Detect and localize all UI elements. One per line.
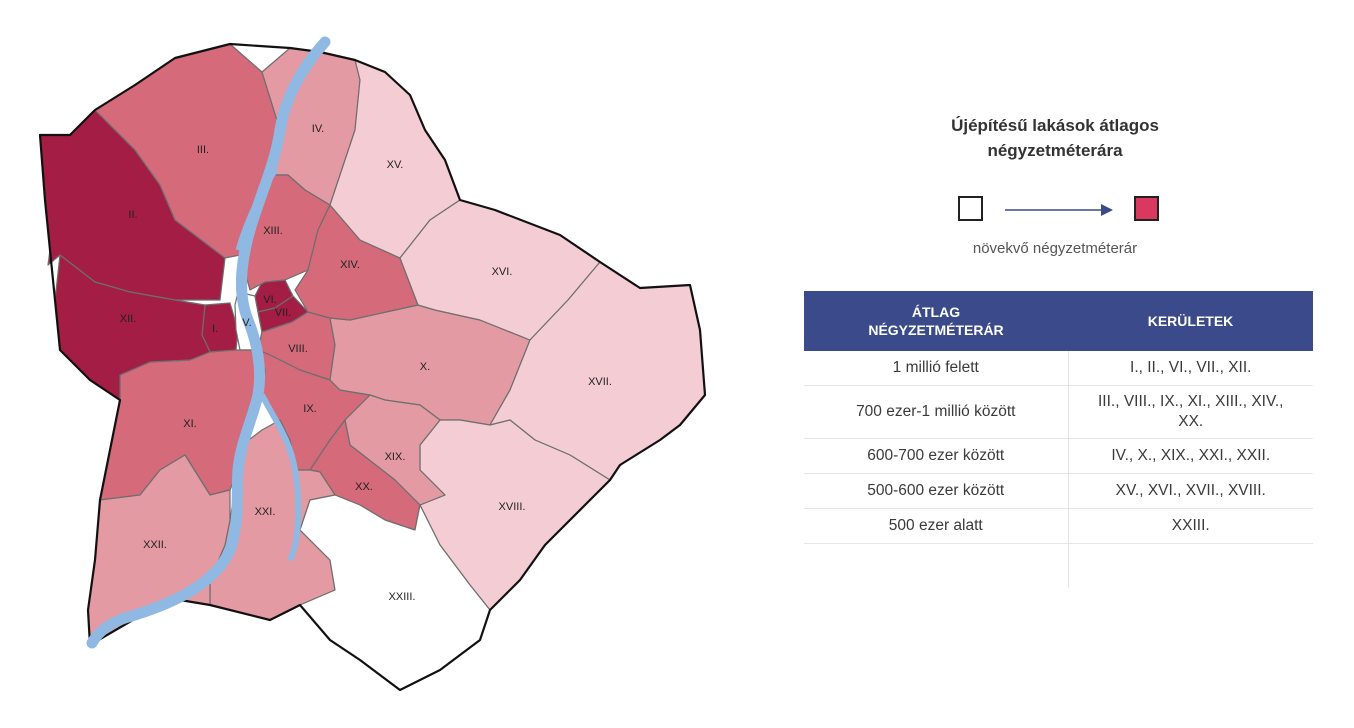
district-label-ii: II. (128, 209, 137, 221)
legend-low-swatch (958, 196, 983, 221)
price-range: 700 ezer-1 millió között (804, 385, 1069, 439)
district-list: I., II., VI., VII., XII. (1068, 351, 1313, 386)
district-label-v: V. (242, 317, 251, 329)
table-row: 500 ezer alatt XXIII. (804, 508, 1313, 544)
price-range: 600-700 ezer között (804, 438, 1069, 474)
district-label-xiii: XIII. (263, 225, 283, 237)
danube-island (235, 168, 279, 251)
header-average-price: ÁTLAG NÉGYZETMÉTERÁR (804, 291, 1068, 351)
district-list-line1: III., VIII., IX., XI., XIII., XIV., (1098, 393, 1284, 410)
district-label-vii: VII. (275, 307, 292, 319)
legend-title-line2: négyzetméterára (987, 141, 1123, 160)
district-label-xix: XIX. (385, 451, 406, 463)
header-col1-line2: NÉGYZETMÉTERÁR (868, 322, 1004, 338)
danube-river (86, 36, 331, 649)
header-districts: KERÜLETEK (1068, 291, 1313, 351)
table-header-row: ÁTLAG NÉGYZETMÉTERÁR KERÜLETEK (804, 291, 1313, 351)
table-row: 500-600 ezer között XV., XVI., XVII., XV… (804, 473, 1313, 509)
district-label-xiv: XIV. (340, 259, 360, 271)
city-outline (38, 42, 707, 692)
district-i (201, 302, 239, 353)
district-list: XXIII. (1068, 508, 1313, 544)
district-label-xx: XX. (355, 481, 373, 493)
legend-title-line1: Újépítésű lakások átlagos (951, 116, 1159, 135)
district-list-line2: XX. (1178, 413, 1204, 430)
district-label-viii: VIII. (288, 343, 308, 355)
legend-title: Újépítésű lakások átlagos négyzetméterár… (860, 113, 1250, 163)
district-label-iv: IV. (312, 123, 324, 135)
legend-note: növekvő négyzetméterár (972, 240, 1138, 257)
district-label-vi: VI. (263, 294, 276, 306)
district-list: III., VIII., IX., XI., XIII., XIV., XX. (1068, 385, 1313, 439)
district-label-xvii: XVII. (588, 376, 612, 388)
price-range: 1 millió felett (804, 351, 1069, 386)
legend-arrow-icon (1005, 204, 1113, 216)
district-label-ix: IX. (303, 403, 316, 415)
price-table: ÁTLAG NÉGYZETMÉTERÁR KERÜLETEK 1 millió … (804, 291, 1313, 588)
district-label-xv: XV. (387, 159, 404, 171)
table-row: 700 ezer-1 millió között III., VIII., IX… (804, 385, 1313, 439)
table-row: 600-700 ezer között IV., X., XIX., XXI.,… (804, 438, 1313, 474)
district-label-xxii: XXII. (143, 539, 167, 551)
legend-high-swatch (1134, 196, 1159, 221)
price-range: 500-600 ezer között (804, 473, 1069, 509)
header-col1-line1: ÁTLAG (911, 304, 961, 320)
district-label-xxiii: XXIII. (389, 591, 416, 603)
budapest-district-map: I. II. III. IV. V. VI.VII. VIII. IX. X. XI. XII. XI… (38, 36, 707, 692)
district-label-iii: III. (197, 144, 209, 156)
district-label-xvi: XVI. (492, 266, 513, 278)
district-label-xii: XII. (120, 313, 137, 325)
district-label-xi: XI. (183, 418, 196, 430)
district-label-xviii: XVIII. (499, 501, 526, 513)
table-row: 1 millió felett I., II., VI., VII., XII. (804, 351, 1313, 386)
district-list: XV., XVI., XVII., XVIII. (1068, 473, 1313, 509)
price-range: 500 ezer alatt (804, 508, 1069, 544)
table-row-empty (804, 543, 1313, 588)
district-list: IV., X., XIX., XXI., XXII. (1068, 438, 1313, 474)
district-label-xxi: XXI. (255, 506, 276, 518)
district-label-x: X. (420, 361, 430, 373)
district-label-i: I. (212, 323, 218, 335)
danube-branch (259, 393, 302, 562)
